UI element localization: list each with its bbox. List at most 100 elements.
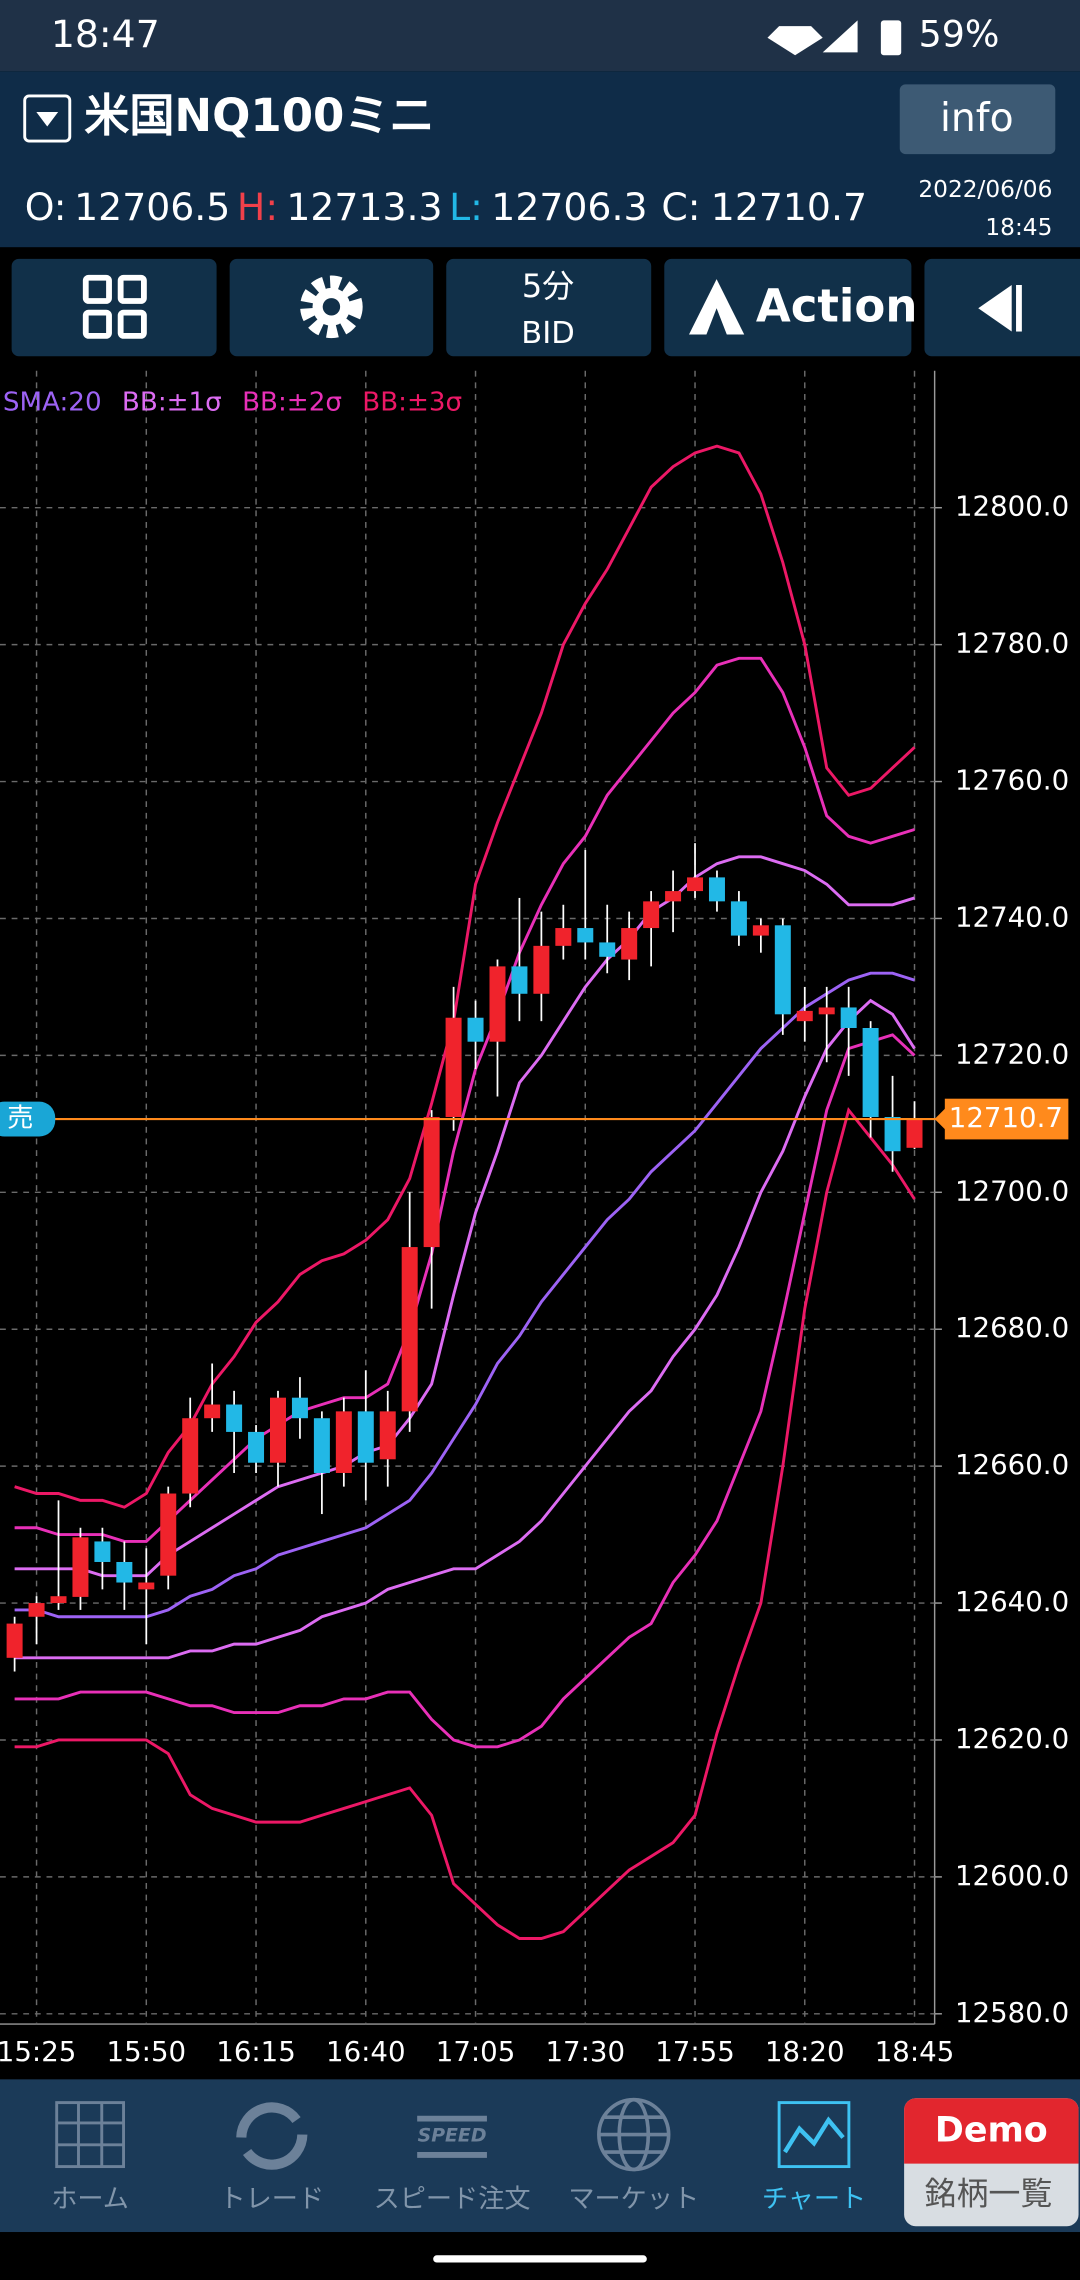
candle-body xyxy=(6,1623,23,1658)
legend-entry: BB:±1σ xyxy=(122,387,222,417)
x-tick-label: 17:05 xyxy=(436,2035,516,2068)
button-bg xyxy=(446,258,652,357)
y-tick-label: 12760.0 xyxy=(955,764,1069,797)
speed-arrows xyxy=(417,2115,487,2158)
timeframe: 5分 xyxy=(522,267,574,305)
candle-body xyxy=(577,928,594,943)
candle-body xyxy=(401,1247,418,1412)
demo-badge-bg xyxy=(904,2098,1079,2164)
layout-button[interactable] xyxy=(11,258,217,357)
bottom-nav: ホーム トレード SPEED スピード注文 マーケット チャート Demo xyxy=(0,2079,1080,2233)
candle-body xyxy=(752,925,769,936)
candle-body xyxy=(226,1404,243,1432)
candle-body xyxy=(774,925,791,1015)
timeframe-button[interactable]: 5分 BID xyxy=(446,258,652,357)
nav-trade[interactable]: トレード xyxy=(220,2102,325,2215)
candle-body xyxy=(730,901,747,936)
nav-market[interactable]: マーケット xyxy=(568,2097,699,2215)
symbol-list-button[interactable]: Demo 銘柄一覧 xyxy=(904,2098,1079,2227)
bar-date: 2022/06/06 xyxy=(918,176,1052,203)
candle-body xyxy=(72,1537,89,1597)
legend-entry: BB:±3σ xyxy=(362,387,462,417)
sell-tag-bg xyxy=(0,1101,56,1137)
high-label: H: xyxy=(237,185,278,229)
candle-body xyxy=(687,877,704,892)
candle-body xyxy=(116,1561,133,1583)
candle-body xyxy=(906,1119,923,1148)
x-tick-label: 15:50 xyxy=(107,2035,187,2068)
collapse-button[interactable] xyxy=(924,258,1080,357)
y-tick-label: 12780.0 xyxy=(955,627,1069,660)
y-tick-label: 12600.0 xyxy=(955,1859,1069,1892)
candle-body xyxy=(291,1397,308,1419)
y-tick-label: 12620.0 xyxy=(955,1722,1069,1755)
candle-body xyxy=(445,1017,462,1117)
symbol-dropdown[interactable]: 米国NQ100ミニ xyxy=(23,89,435,143)
action-button[interactable]: Action xyxy=(664,258,917,357)
candle-body xyxy=(467,1017,484,1042)
grid-icon xyxy=(82,274,147,339)
chart: 12580.0 12600.0 12620.0 12640.0 12660.0 12680… xyxy=(0,370,1069,2068)
y-tick-label: 12640.0 xyxy=(955,1585,1069,1618)
y-tick-label: 12700.0 xyxy=(955,1174,1069,1207)
y-tick-label: 12580.0 xyxy=(955,1996,1069,2029)
info-button[interactable]: info xyxy=(899,84,1056,155)
status-bar: 18:47 59% xyxy=(0,0,1080,72)
candle-body xyxy=(708,877,725,902)
nav-home[interactable]: ホーム xyxy=(51,2101,129,2215)
axis-labels: 12580.0 12600.0 12620.0 12640.0 12660.0 12680… xyxy=(0,387,1069,2068)
candle-body xyxy=(555,928,572,946)
x-tick-label: 16:15 xyxy=(216,2035,296,2068)
chart-icon-line xyxy=(783,2116,845,2154)
back-arrow xyxy=(978,285,1012,332)
info-button-bg xyxy=(899,84,1056,155)
candle-body xyxy=(160,1493,177,1576)
close-label: C: xyxy=(661,185,700,229)
candle-body xyxy=(248,1431,265,1463)
candle-body xyxy=(50,1596,67,1604)
home-indicator xyxy=(433,2255,647,2263)
nav-chart[interactable]: チャート xyxy=(762,2101,866,2215)
indicator-line xyxy=(14,998,916,1660)
candle-body xyxy=(182,1418,199,1494)
candle-body xyxy=(379,1411,396,1460)
symbol-name: 米国NQ100ミニ xyxy=(84,89,434,142)
nav-label: トレード xyxy=(220,2185,325,2215)
nav-label: マーケット xyxy=(568,2185,699,2215)
candle-body xyxy=(313,1418,330,1473)
price-type: BID xyxy=(521,316,574,351)
back-bar xyxy=(1016,285,1022,332)
battery-level: 59% xyxy=(919,12,1000,55)
trade-icon xyxy=(236,2102,308,2170)
candle-body xyxy=(94,1541,111,1562)
y-tick-label: 12720.0 xyxy=(955,1037,1069,1070)
candle-body xyxy=(533,945,550,994)
x-tick-label: 18:20 xyxy=(765,2035,845,2068)
dropdown-arrow xyxy=(36,111,59,127)
candle-body xyxy=(665,891,682,902)
candle-body xyxy=(204,1404,221,1419)
indicator-line xyxy=(14,1033,916,1749)
low-label: L: xyxy=(449,185,483,229)
indicator-line xyxy=(14,1106,916,1940)
candle-body xyxy=(423,1116,440,1248)
current-price: 12710.7 xyxy=(949,1101,1063,1134)
wifi-icon xyxy=(767,26,823,56)
candle-body xyxy=(357,1411,374,1463)
x-tick-label: 15:25 xyxy=(0,2035,76,2068)
settings-button[interactable] xyxy=(229,258,434,357)
nav-label: ホーム xyxy=(51,2185,129,2215)
sell-tag: 売 xyxy=(7,1104,33,1134)
x-tick-label: 18:45 xyxy=(875,2035,955,2068)
nav-label: スピード注文 xyxy=(374,2185,531,2215)
y-tick-label: 12660.0 xyxy=(955,1448,1069,1481)
candle-body xyxy=(335,1411,352,1473)
nav-bg xyxy=(0,2079,1080,2233)
nav-speed[interactable]: SPEED スピード注文 xyxy=(374,2115,531,2215)
globe-icon xyxy=(597,2097,671,2172)
x-tick-label: 17:55 xyxy=(655,2035,735,2068)
demo-badge: Demo xyxy=(935,2111,1048,2151)
info-label: info xyxy=(940,96,1014,141)
button-bg xyxy=(11,258,217,357)
